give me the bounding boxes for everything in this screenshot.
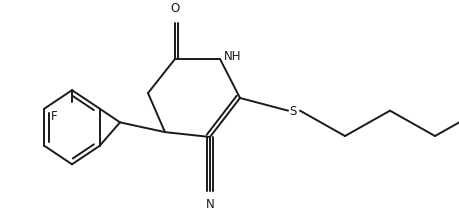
Text: F: F [50, 110, 57, 123]
Text: N: N [205, 199, 214, 211]
Text: NH: NH [224, 51, 241, 64]
Text: O: O [170, 2, 179, 15]
Text: S: S [288, 105, 296, 118]
